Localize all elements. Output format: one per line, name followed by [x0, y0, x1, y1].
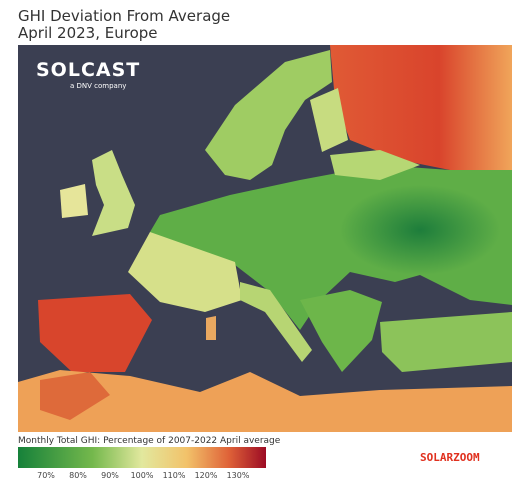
colorbar	[18, 447, 266, 468]
watermark: SOLARZOOM	[420, 451, 480, 464]
balkans	[300, 290, 382, 372]
italy	[240, 282, 312, 362]
colorbar-tick-label: 90%	[101, 471, 119, 480]
shading	[340, 185, 500, 275]
morocco	[40, 372, 110, 420]
france	[128, 232, 242, 312]
north-africa	[18, 370, 512, 432]
great-britain	[92, 150, 135, 236]
sardinia	[206, 316, 216, 340]
colorbar-tick-label: 120%	[195, 471, 218, 480]
iberia	[38, 294, 152, 372]
map	[18, 45, 512, 432]
colorbar-tick-label: 70%	[37, 471, 55, 480]
legend-label: Monthly Total GHI: Percentage of 2007-20…	[18, 436, 281, 446]
baltic-north	[330, 150, 420, 180]
finland	[310, 88, 348, 152]
ireland	[60, 184, 88, 218]
logo: SOLCAST	[36, 59, 140, 81]
subtitle: April 2023, Europe	[18, 24, 158, 42]
colorbar-tick-label: 80%	[69, 471, 87, 480]
logo-tagline: a DNV company	[70, 82, 126, 90]
colorbar-tick-label: 100%	[131, 471, 154, 480]
turkey	[380, 312, 512, 372]
colorbar-ticks: 70% 80% 90% 100% 110% 120% 130%	[37, 471, 250, 480]
colorbar-tick-label: 130%	[227, 471, 250, 480]
russia	[330, 45, 512, 175]
colorbar-tick-label: 110%	[163, 471, 186, 480]
title: GHI Deviation From Average	[18, 7, 230, 25]
scandinavia	[205, 50, 332, 180]
